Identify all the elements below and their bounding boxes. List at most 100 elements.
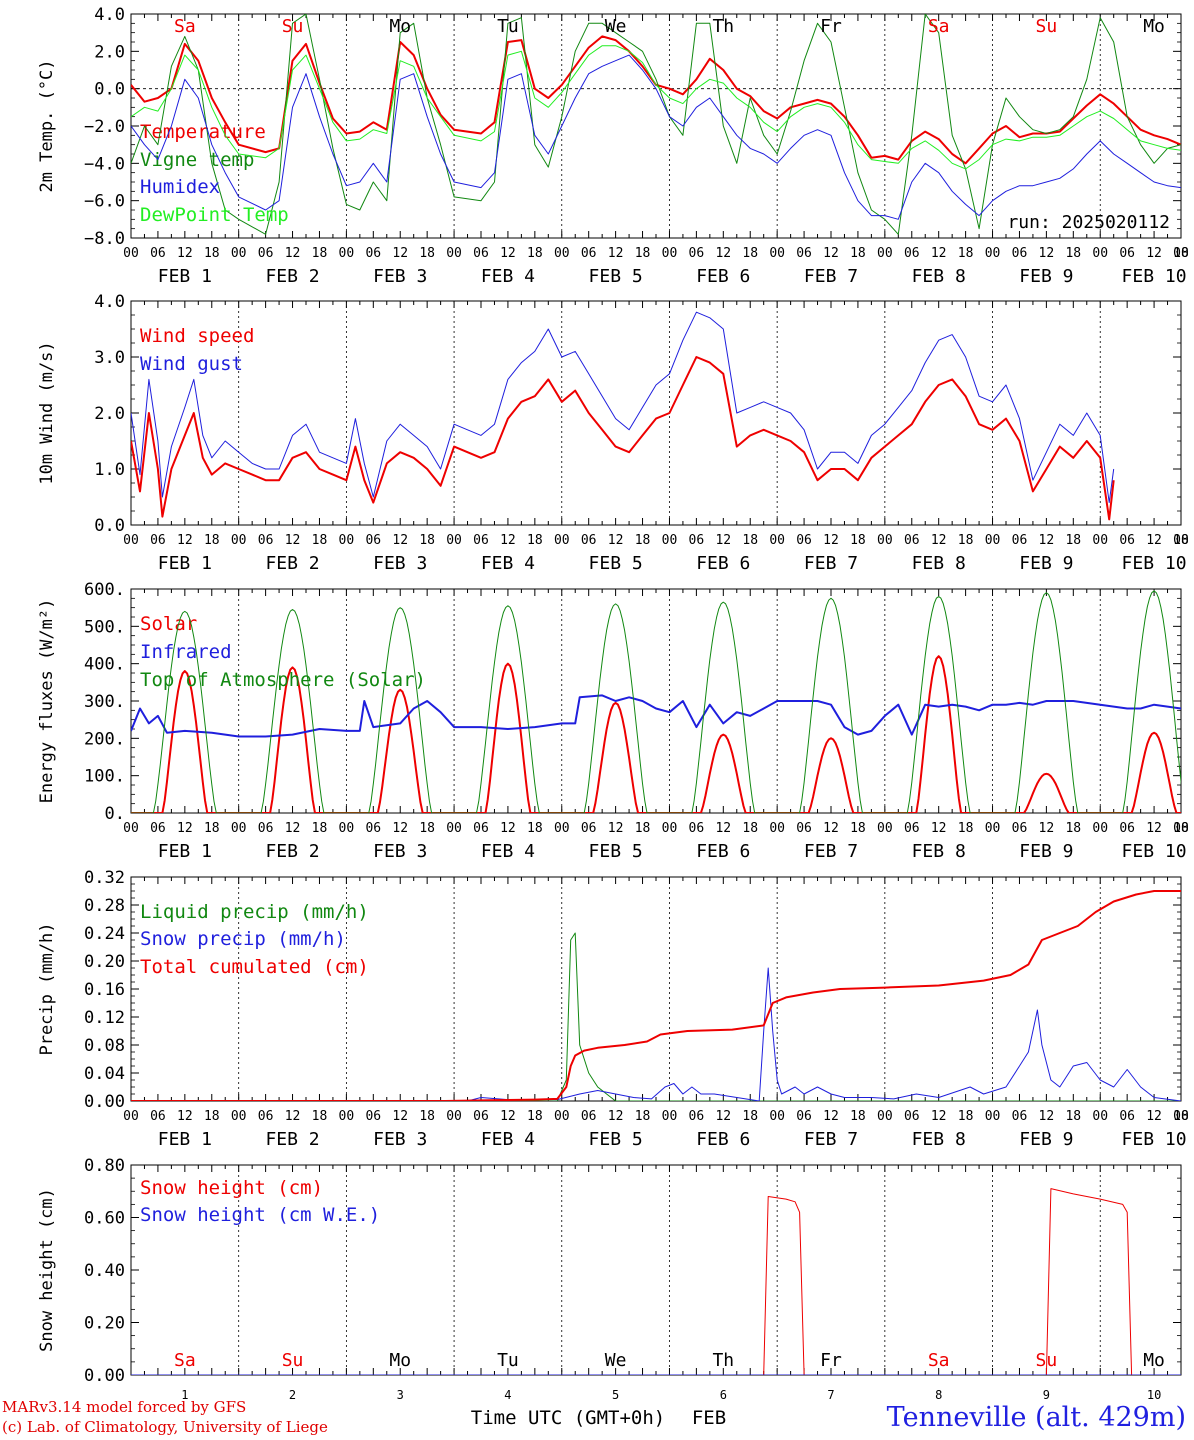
hour-label: 18 xyxy=(850,533,866,548)
hour-label: 12 xyxy=(1146,1109,1162,1124)
hour-label: 00 xyxy=(554,821,570,836)
date-label: FEB 4 xyxy=(481,1129,535,1150)
hour-label: 12 xyxy=(177,821,193,836)
legend-entry: Total cumulated (cm) xyxy=(140,956,369,978)
date-label: FEB 10 xyxy=(1122,841,1187,862)
date-label: FEB 5 xyxy=(589,553,643,574)
hour-label: 12 xyxy=(715,821,731,836)
y-tick-label: 0.0 xyxy=(94,516,125,536)
hour-label: 12 xyxy=(823,533,839,548)
lab-credit: (c) Lab. of Climatology, University of L… xyxy=(2,1418,328,1436)
hour-label: 00 xyxy=(1173,821,1189,836)
hour-label: 18 xyxy=(1065,246,1081,261)
hour-label: 12 xyxy=(500,1109,516,1124)
date-label: FEB 2 xyxy=(265,1129,319,1150)
legend-entry: Snow precip (mm/h) xyxy=(140,928,346,950)
hour-label: 06 xyxy=(1119,533,1135,548)
hour-label: 12 xyxy=(1039,246,1055,261)
hour-label: 18 xyxy=(635,533,651,548)
hour-label: 18 xyxy=(312,1109,328,1124)
date-label: FEB 4 xyxy=(481,841,535,862)
day-name-bottom: Sa xyxy=(174,1350,196,1371)
y-axis-label: 10m Wind (m/s) xyxy=(37,341,57,484)
legend-entry: Vigne temp xyxy=(140,149,254,171)
hour-label: 12 xyxy=(931,821,947,836)
hour-label: 00 xyxy=(985,821,1001,836)
hour-label: 00 xyxy=(985,533,1001,548)
hour-label: 06 xyxy=(689,246,705,261)
y-tick-label: −8.0 xyxy=(84,229,125,249)
date-label: FEB 2 xyxy=(265,841,319,862)
hour-label: 12 xyxy=(1039,821,1055,836)
hour-label: 12 xyxy=(500,533,516,548)
hour-label: 06 xyxy=(904,821,920,836)
hour-label: 12 xyxy=(1146,246,1162,261)
hour-label: 00 xyxy=(231,246,247,261)
day-number: 10 xyxy=(1147,1388,1161,1402)
date-label: FEB 10 xyxy=(1122,553,1187,574)
legend-entry: Snow height (cm W.E.) xyxy=(140,1204,380,1226)
hour-label: 12 xyxy=(608,1109,624,1124)
y-tick-label: 100. xyxy=(84,767,125,787)
legend-entry: Snow height (cm) xyxy=(140,1177,323,1199)
hour-label: 00 xyxy=(1092,821,1108,836)
hour-label: 12 xyxy=(608,533,624,548)
hour-label: 00 xyxy=(123,246,139,261)
hour-label: 00 xyxy=(662,1109,678,1124)
hour-label: 00 xyxy=(662,246,678,261)
hour-label: 18 xyxy=(419,1109,435,1124)
y-tick-label: 0.16 xyxy=(84,980,125,1000)
y-tick-label: 0.00 xyxy=(84,1366,125,1386)
date-label: FEB 10 xyxy=(1122,266,1187,287)
y-tick-label: 0.60 xyxy=(84,1209,125,1229)
hour-label: 00 xyxy=(985,246,1001,261)
day-name-bottom: Su xyxy=(1036,1350,1058,1371)
date-label: FEB 1 xyxy=(158,841,212,862)
hour-label: 18 xyxy=(742,246,758,261)
hour-label: 18 xyxy=(1065,533,1081,548)
hour-label: 00 xyxy=(877,1109,893,1124)
hour-label: 06 xyxy=(150,533,166,548)
hour-label: 00 xyxy=(769,246,785,261)
y-tick-label: 400. xyxy=(84,655,125,675)
hour-label: 18 xyxy=(958,1109,974,1124)
x-axis-label: Time UTC (GMT+0h) xyxy=(471,1407,665,1429)
hour-label: 00 xyxy=(769,821,785,836)
hour-label: 06 xyxy=(1012,821,1028,836)
hour-label: 18 xyxy=(312,246,328,261)
date-label: FEB 7 xyxy=(804,1129,858,1150)
hour-label: 12 xyxy=(931,533,947,548)
y-tick-label: −6.0 xyxy=(84,192,125,212)
hour-label: 06 xyxy=(473,533,489,548)
hour-label: 18 xyxy=(1065,1109,1081,1124)
hour-label: 12 xyxy=(177,1109,193,1124)
hour-label: 12 xyxy=(500,821,516,836)
y-tick-label: 500. xyxy=(84,617,125,637)
hour-label: 18 xyxy=(1173,246,1189,261)
date-label: FEB 8 xyxy=(912,841,966,862)
day-number: 2 xyxy=(289,1388,296,1402)
hour-label: 06 xyxy=(258,821,274,836)
x-axis-month: FEB xyxy=(692,1407,726,1429)
hour-label: 06 xyxy=(1012,533,1028,548)
hour-label: 18 xyxy=(742,533,758,548)
hour-label: 18 xyxy=(635,821,651,836)
date-label: FEB 9 xyxy=(1019,553,1073,574)
hour-label: 06 xyxy=(365,246,381,261)
date-label: FEB 4 xyxy=(481,266,535,287)
hour-label: 00 xyxy=(446,1109,462,1124)
hour-label: 12 xyxy=(285,1109,301,1124)
y-tick-label: −2.0 xyxy=(84,117,125,137)
hour-label: 12 xyxy=(177,533,193,548)
hour-label: 00 xyxy=(123,533,139,548)
date-label: FEB 6 xyxy=(696,553,750,574)
hour-label: 06 xyxy=(796,821,812,836)
hour-label: 06 xyxy=(365,821,381,836)
hour-label: 12 xyxy=(715,246,731,261)
panel-frame-3 xyxy=(130,588,1182,814)
y-tick-label: 4.0 xyxy=(94,5,125,25)
y-tick-label: 0.00 xyxy=(84,1092,125,1112)
hour-label: 12 xyxy=(285,821,301,836)
day-name-bottom: We xyxy=(605,1350,627,1371)
day-number: 9 xyxy=(1043,1388,1050,1402)
